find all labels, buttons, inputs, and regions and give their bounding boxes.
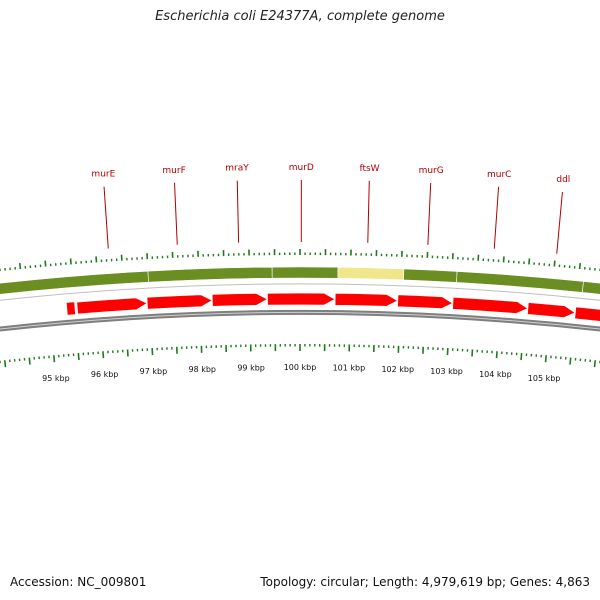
gene-arrow-murC: [452, 296, 529, 314]
scale-tick: [569, 357, 572, 365]
scale-label-100: 100 kbp: [284, 363, 317, 372]
scale-tick: [102, 351, 105, 359]
scale-tick: [544, 355, 547, 363]
scale-tick: [495, 351, 498, 359]
gene-label-murE: murE: [91, 170, 115, 180]
scale-label-105: 105 kbp: [528, 374, 561, 383]
scale-label-104: 104 kbp: [479, 370, 512, 379]
gene-arrow-ftsW: [334, 292, 399, 307]
outer-tick: [553, 260, 556, 267]
gene-label-murG: murG: [419, 166, 444, 176]
gene-label-mraY: mraY: [225, 164, 249, 174]
tick-layer: [0, 249, 600, 368]
feature-segment: [403, 268, 458, 283]
scale-label-101: 101 kbp: [333, 363, 366, 372]
genome-summary-label: Topology: circular; Length: 4,979,619 bp…: [260, 575, 590, 589]
scale-label-103: 103 kbp: [430, 367, 463, 376]
feature-segment: [147, 266, 273, 283]
gene-arrow-partial: [574, 306, 600, 322]
scale-label-96: 96 kbp: [91, 370, 119, 379]
map-title: Escherichia coli E24377A, complete genom…: [155, 9, 445, 24]
scale-tick: [593, 360, 597, 368]
feature-segment: [0, 270, 149, 295]
outer-tick: [578, 262, 582, 270]
gene-label-ftsW: ftsW: [359, 164, 379, 174]
leader-line-murE: [103, 186, 109, 249]
gene-arrow-murE: [76, 297, 149, 315]
leader-line-ftsW: [367, 180, 370, 243]
scale-tick: [520, 353, 523, 361]
gene-label-layer: murE murF mraY murD ftsW murG murC ddl: [91, 163, 570, 254]
scale-tick: [53, 355, 56, 363]
scale-label-102: 102 kbp: [381, 365, 414, 374]
leader-line-murG: [427, 182, 432, 245]
gene-arrow-murF: [146, 294, 214, 310]
scale-label-99: 99 kbp: [237, 363, 265, 372]
scale-tick: [77, 353, 80, 361]
accession-label: Accession: NC_009801: [10, 575, 147, 589]
backbone-ring: [0, 310, 600, 332]
gene-arrow-murG: [397, 294, 454, 310]
scale-label-95: 95 kbp: [42, 374, 70, 383]
backbone-layer: [0, 283, 600, 332]
gene-arrow-murD: [266, 292, 336, 306]
feature-edge: [0, 283, 600, 301]
feature-segment: [271, 266, 339, 279]
gene-label-murC: murC: [487, 170, 511, 180]
gene-label-murD: murD: [289, 163, 314, 173]
scale-label-layer: 95 kbp 96 kbp 97 kbp 98 kbp 99 kbp 100 kbp 101…: [42, 363, 560, 383]
gene-label-ddl: ddl: [556, 175, 570, 185]
gene-label-murF: murF: [162, 166, 185, 176]
leader-line-murC: [493, 186, 500, 249]
backbone-highlight: [0, 312, 600, 330]
scale-tick: [3, 360, 7, 368]
leader-line-mraY: [236, 180, 240, 243]
scale-label-98: 98 kbp: [188, 365, 216, 374]
feature-layer: [0, 266, 600, 295]
scale-tick: [28, 357, 31, 365]
feature-segment: [582, 281, 600, 295]
leader-line-ddl: [556, 191, 563, 254]
leader-line-murF: [174, 182, 178, 245]
gene-arrow-mraY: [211, 292, 269, 307]
feature-segment: [337, 266, 405, 281]
gene-arrow-layer: [66, 292, 600, 322]
outer-tick: [44, 260, 47, 267]
gene-arrow-partial: [66, 302, 76, 315]
gene-arrow-ddl: [526, 302, 577, 319]
outer-tick: [18, 262, 22, 270]
scale-label-97: 97 kbp: [140, 367, 168, 376]
